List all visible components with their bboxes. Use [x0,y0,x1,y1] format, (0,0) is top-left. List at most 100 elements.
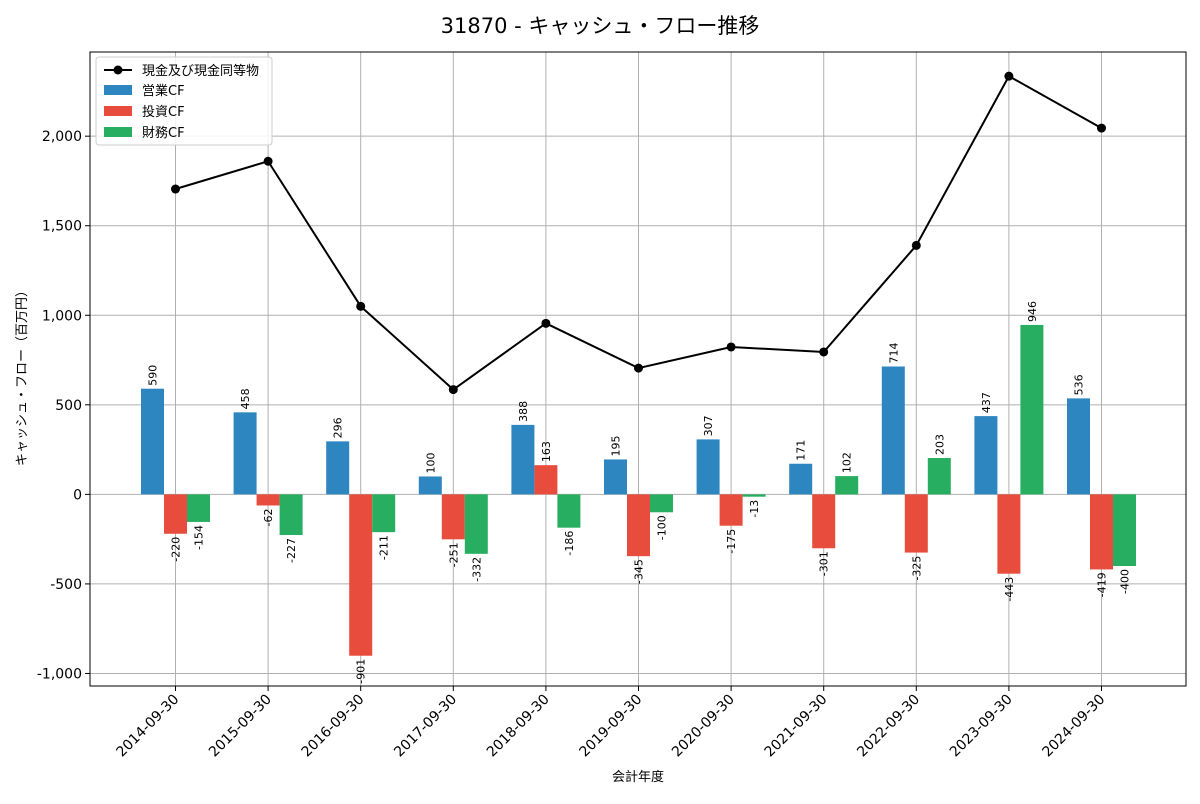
legend-label-operating: 営業CF [142,83,185,99]
bar-value-label: -332 [470,557,483,582]
bar-value-label: 195 [610,435,623,456]
y-tick-label: 1,000 [42,308,82,324]
bar-value-label: 100 [424,452,437,473]
legend-line-marker [113,65,123,75]
axis-layer: -1,000 -500 0 500 1,000 1,500 2,000 2014-09-30 2… [37,129,1108,760]
bar-value-label: 296 [332,417,345,438]
y-tick-label: 2,000 [42,129,82,145]
cash-point [634,363,643,373]
x-tick-label: 2015-09-30 [206,692,275,761]
bar-investing [997,494,1021,574]
cash-point [819,347,829,357]
y-tick-label: 0 [73,487,82,503]
bar-investing [441,494,465,540]
line-layer [171,71,1106,395]
y-axis-label: キャッシュ・フロー（百万円） [15,284,30,466]
legend-swatch-operating [104,85,132,95]
bar-value-label: 307 [702,415,715,436]
bar-financing [187,494,210,522]
bar-investing [1090,494,1113,570]
bar-value-label: -251 [447,542,460,567]
bar-financing [650,494,673,513]
bar-financing [557,494,581,528]
bar-financing [372,494,396,533]
x-tick-label: 2014-09-30 [113,692,182,761]
y-tick-label: 500 [55,398,82,414]
legend-box [95,56,273,146]
chart-title: 31870 - キャッシュ・フロー推移 [441,14,760,38]
bar-value-label: 163 [540,441,553,462]
cash-point [263,156,273,166]
legend: 現金及び現金同等物 営業CF 投資CF 財務CF [95,56,273,146]
bar-investing [812,494,836,549]
bar-operating [418,476,442,495]
bar-value-label: 203 [933,434,946,455]
legend-label-cash: 現金及び現金同等物 [142,63,259,79]
bar-financing [279,494,303,536]
bar-value-label: -301 [818,551,831,576]
cash-point [1004,71,1014,81]
bar-operating [974,416,998,495]
bar-investing [719,494,743,526]
bar-operating [604,459,627,495]
y-tick-label: -1,000 [37,666,82,682]
bar-investing [534,465,558,495]
cash-point [448,385,458,395]
bar-value-label: 458 [239,388,252,409]
bar-value-label: 536 [1073,374,1086,395]
x-tick-label: 2020-09-30 [669,692,738,761]
legend-swatch-financing [104,127,132,137]
bar-value-label: -345 [633,559,646,584]
bar-value-label: 437 [980,392,993,413]
x-tick-label: 2022-09-30 [854,692,923,761]
bar-operating [1067,398,1090,495]
bar-operating [789,463,813,495]
bar-value-label: -227 [285,538,298,563]
x-tick-label: 2019-09-30 [576,692,645,761]
cash-point [541,318,551,328]
bar-value-label: 590 [147,365,160,386]
bar-operating [696,439,720,495]
bar-value-label: -211 [378,535,391,560]
x-tick-label: 2024-09-30 [1039,692,1108,761]
bar-value-label: -13 [748,500,761,518]
bar-value-label: -901 [355,659,368,684]
legend-label-investing: 投資CF [142,104,185,120]
cash-point [171,184,180,194]
bar-financing [835,476,859,495]
bar-value-label: -100 [656,515,669,540]
bar-financing [742,494,766,497]
legend-label-financing: 財務CF [142,126,185,141]
bar-value-label: 171 [795,440,808,461]
x-tick-label: 2023-09-30 [947,692,1016,761]
bar-investing [627,494,650,557]
bar-financing [1113,494,1136,567]
bar-value-label: -62 [262,508,275,526]
bar-investing [349,494,373,656]
bar-value-label: -419 [1096,572,1109,597]
bar-value-label: 102 [841,452,854,473]
bar-investing [904,494,928,553]
bar-layer [141,324,1136,656]
legend-swatch-investing [104,106,132,116]
label-layer: 590 458 296 100 388 195 307 171 714 437 536 -220 -62… [147,301,1132,684]
x-axis-label: 会計年度 [612,769,664,785]
bar-value-label: -186 [563,531,576,556]
cash-point [726,342,736,352]
bar-operating [141,388,164,495]
y-tick-label: -500 [50,577,82,593]
x-tick-label: 2021-09-30 [762,692,831,761]
x-tick-label: 2016-09-30 [299,692,368,761]
y-tick-label: 1,500 [42,219,82,235]
cash-point [1097,123,1106,133]
bar-operating [233,412,257,495]
bar-value-label: -220 [170,537,183,562]
bar-value-label: -400 [1119,569,1132,594]
bar-investing [164,494,187,534]
bar-value-label: -443 [1003,577,1016,602]
cash-point [356,301,366,311]
bar-value-label: 388 [517,401,530,422]
bar-investing [256,494,280,506]
